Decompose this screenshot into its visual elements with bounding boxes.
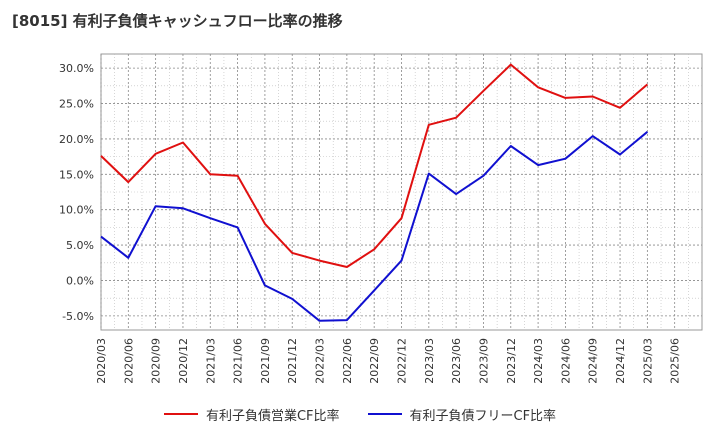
x-tick-label: 2021/09 xyxy=(259,338,272,384)
y-tick-label: 25.0% xyxy=(59,98,94,111)
x-tick-label: 2025/06 xyxy=(669,338,682,384)
legend-swatch-operating-cf xyxy=(163,413,198,415)
series-lines xyxy=(100,63,649,322)
x-tick-label: 2020/03 xyxy=(95,338,108,384)
x-tick-label: 2022/03 xyxy=(314,338,327,384)
x-tick-label: 2025/03 xyxy=(641,338,654,384)
y-tick-label: 10.0% xyxy=(59,204,94,217)
y-tick-label: -5.0% xyxy=(62,310,94,323)
legend-item-free-cf: 有利子負債フリーCF比率 xyxy=(367,405,557,424)
legend-swatch-free-cf xyxy=(367,413,402,415)
x-tick-label: 2023/03 xyxy=(423,338,436,384)
y-tick-label: 20.0% xyxy=(59,133,94,146)
x-tick-label: 2024/09 xyxy=(587,338,600,384)
chart-title: [8015] 有利子負債キャッシュフロー比率の推移 xyxy=(12,12,343,30)
x-tick-label: 2020/06 xyxy=(122,338,135,384)
legend: 有利子負債営業CF比率 有利子負債フリーCF比率 xyxy=(0,398,720,430)
x-tick-label: 2022/12 xyxy=(396,338,409,384)
x-tick-label: 2023/09 xyxy=(477,338,490,384)
gridlines xyxy=(100,54,702,330)
y-tick-label: 5.0% xyxy=(66,239,94,252)
legend-label-free-cf: 有利子負債フリーCF比率 xyxy=(409,408,557,424)
y-axis-tick-labels: -5.0% 0.0% 5.0% 10.0% 15.0% 20.0% 25.0% 30.0% xyxy=(59,62,94,323)
x-tick-label: 2023/12 xyxy=(505,338,518,384)
y-tick-label: 15.0% xyxy=(59,168,94,181)
x-tick-label: 2022/09 xyxy=(368,338,381,384)
x-tick-label: 2022/06 xyxy=(341,338,354,384)
series-line-operating-cf xyxy=(100,63,649,268)
x-tick-label: 2020/12 xyxy=(177,338,190,384)
x-tick-label: 2020/09 xyxy=(150,338,163,384)
x-tick-label: 2024/12 xyxy=(614,338,627,384)
legend-item-operating-cf: 有利子負債営業CF比率 xyxy=(163,405,340,424)
series-line-free-cf xyxy=(100,131,649,322)
x-tick-label: 2021/03 xyxy=(204,338,217,384)
x-axis-tick-labels: 2020/03 2020/06 2020/09 2020/12 2021/03 2021/… xyxy=(95,338,682,384)
x-tick-label: 2024/06 xyxy=(559,338,572,384)
x-tick-label: 2024/03 xyxy=(532,338,545,384)
y-tick-label: 30.0% xyxy=(59,62,94,75)
y-tick-label: 0.0% xyxy=(66,274,94,287)
x-tick-label: 2021/12 xyxy=(286,338,299,384)
x-tick-label: 2023/06 xyxy=(450,338,463,384)
legend-label-operating-cf: 有利子負債営業CF比率 xyxy=(205,408,340,424)
x-tick-label: 2021/06 xyxy=(232,338,245,384)
